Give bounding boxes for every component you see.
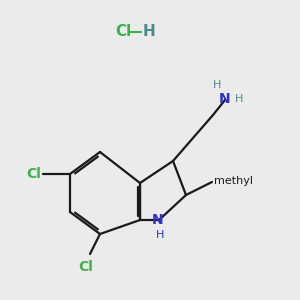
Text: Cl: Cl [26,167,41,181]
Text: H: H [143,25,156,40]
Text: H: H [235,94,243,104]
Text: Cl: Cl [79,260,93,274]
Text: H: H [213,80,221,90]
Text: N: N [219,92,231,106]
Text: methyl: methyl [214,176,253,186]
Text: H: H [156,230,164,240]
Text: Cl: Cl [115,25,131,40]
Text: N: N [152,213,164,227]
